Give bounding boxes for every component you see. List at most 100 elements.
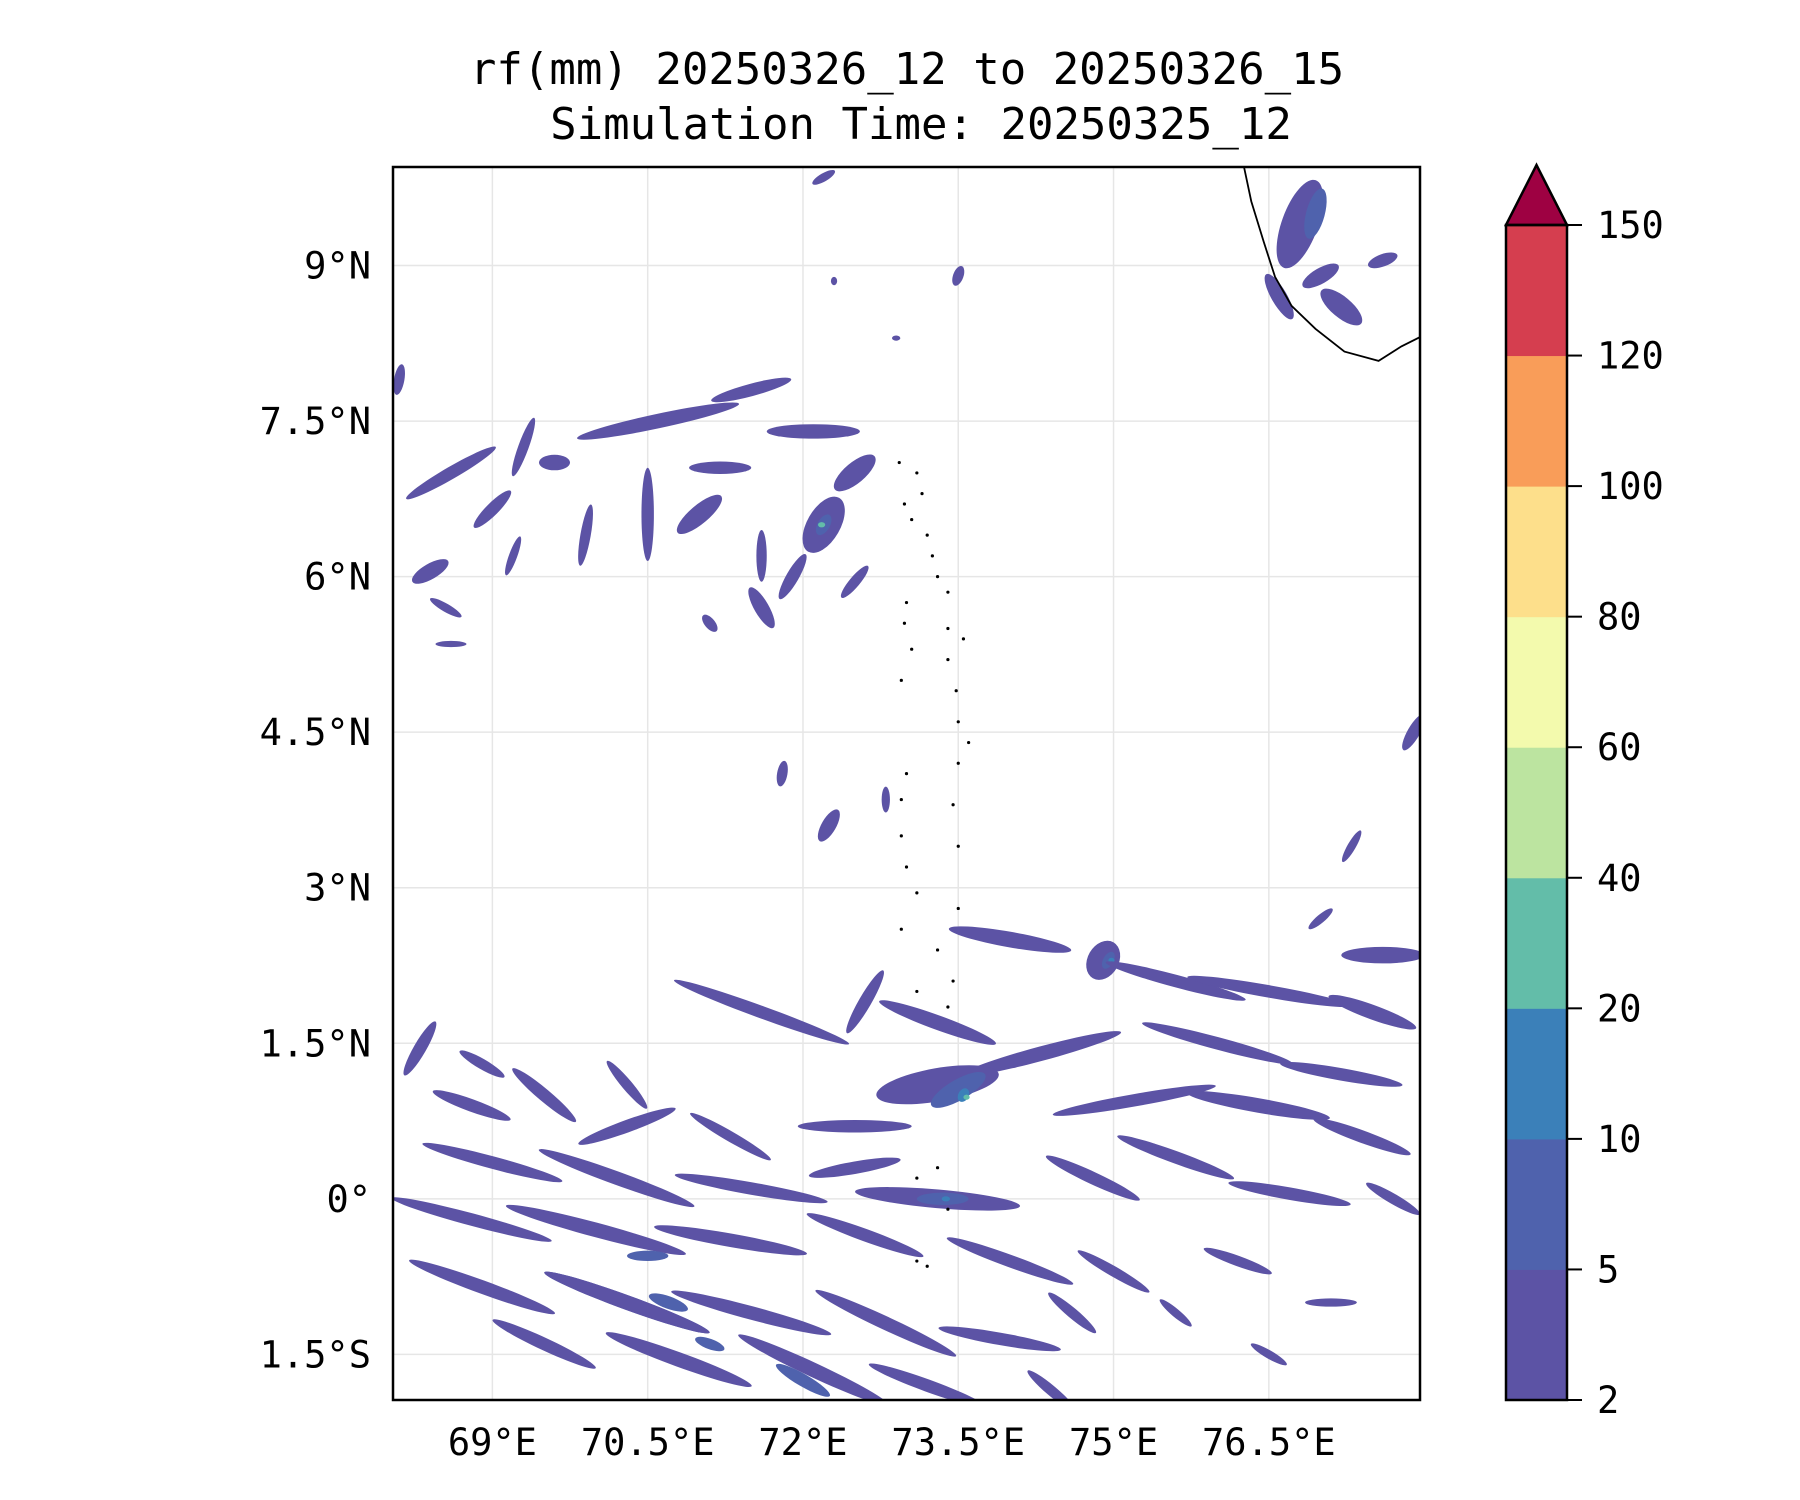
y-tick-label: 3°N <box>304 867 371 910</box>
precip-area <box>1105 961 1246 1001</box>
precip-area <box>459 1050 505 1078</box>
precip-area <box>711 377 792 403</box>
colorbar-tick-label: 60 <box>1597 726 1642 769</box>
colorbar-segment <box>1506 486 1567 618</box>
y-tick-label: 7.5°N <box>260 400 371 443</box>
island-marker <box>946 1207 950 1211</box>
y-tick-label: 9°N <box>304 245 371 288</box>
precip-area <box>778 553 807 600</box>
precip-area <box>1203 1247 1272 1275</box>
island-marker <box>902 502 907 506</box>
precip-area <box>776 760 788 787</box>
colorbar: 2 5 10 20 40 60 80 100 120 150 <box>1503 162 1664 1422</box>
precip-area <box>961 1031 1122 1077</box>
island-marker <box>956 761 960 765</box>
colorbar-tick-label: 10 <box>1597 1118 1642 1161</box>
colorbar-segment <box>1506 1008 1567 1140</box>
island-marker <box>915 1176 919 1180</box>
precip-area <box>775 1363 831 1397</box>
precip-area <box>1250 1343 1287 1366</box>
precip-area <box>1187 1091 1330 1120</box>
precip-area <box>578 504 593 566</box>
precip-area <box>892 335 901 341</box>
island-marker <box>930 554 934 558</box>
precip-area <box>505 536 522 576</box>
precip-area <box>606 1060 648 1109</box>
precip-area <box>673 979 850 1045</box>
precip-area <box>544 1271 710 1334</box>
island-marker <box>897 460 901 465</box>
precip-area <box>756 529 767 582</box>
precip-area <box>846 970 884 1034</box>
precip-area <box>577 402 740 440</box>
precip-area <box>492 1319 596 1369</box>
island-marker <box>967 740 971 745</box>
colorbar-segment <box>1506 355 1567 487</box>
precip-area <box>538 454 571 471</box>
precip-area <box>626 1250 669 1262</box>
precip-area <box>833 454 876 492</box>
precip-area <box>654 1225 807 1256</box>
y-axis: 9°N 7.5°N 6°N 4.5°N 3°N 1.5°N 0° 1.5°S <box>260 245 371 1377</box>
precip-area <box>1077 1250 1150 1293</box>
colorbar-segment <box>1506 225 1567 357</box>
island-marker <box>910 517 914 522</box>
island-marker <box>935 1166 940 1170</box>
island-marker <box>956 720 960 724</box>
precip-area <box>411 559 449 584</box>
island-marker <box>915 471 919 475</box>
colorbar-tick-label: 20 <box>1597 987 1642 1030</box>
precip-area <box>952 265 965 286</box>
precip-area <box>1302 263 1339 289</box>
precip-area <box>648 1293 688 1312</box>
precip-area <box>766 424 860 439</box>
precip-area <box>1048 1292 1097 1334</box>
x-tick-label: 69°E <box>448 1421 537 1464</box>
chart-subtitle: Simulation Time: 20250325_12 <box>550 99 1292 150</box>
precip-area <box>930 1072 986 1108</box>
island-marker <box>904 772 909 776</box>
precip-area <box>538 1149 695 1208</box>
precip-area <box>422 1142 563 1183</box>
precip-area <box>505 1204 686 1256</box>
island-marker <box>899 678 903 682</box>
precip-area <box>868 1363 986 1400</box>
x-axis: 69°E 70.5°E 72°E 73.5°E 75°E 76.5°E <box>448 1421 1336 1464</box>
precip-area <box>1304 188 1327 239</box>
x-tick-label: 75°E <box>1069 1421 1158 1464</box>
y-tick-label: 6°N <box>304 556 371 599</box>
island-marker <box>904 865 909 869</box>
x-tick-label: 76.5°E <box>1202 1421 1336 1464</box>
plot-frame <box>391 165 1422 1402</box>
colorbar-tick-label: 100 <box>1597 465 1664 508</box>
coastline-layer <box>897 167 1420 1268</box>
precip-area <box>963 1094 970 1100</box>
chart-title: rf(mm) 20250326_12 to 20250326_15 <box>470 44 1344 95</box>
colorbar-segment <box>1506 747 1567 879</box>
colorbar-frame <box>1504 223 1569 1402</box>
x-tick-label: 72°E <box>758 1421 847 1464</box>
precip-area <box>1280 1061 1403 1087</box>
precip-area <box>403 1021 437 1076</box>
precip-area <box>1264 273 1294 320</box>
precip-area <box>1045 1155 1140 1201</box>
colorbar-tick-label: 80 <box>1597 596 1642 639</box>
island-marker <box>899 927 903 931</box>
precip-area <box>1052 1084 1216 1116</box>
precip-area <box>797 1120 912 1133</box>
island-marker <box>961 637 966 641</box>
island-marker <box>946 626 950 631</box>
precip-area <box>409 1259 556 1315</box>
precip-area <box>702 614 718 632</box>
island-marker <box>954 689 958 693</box>
island-marker <box>935 575 940 579</box>
colorbar-segment <box>1506 1138 1567 1270</box>
precip-area <box>815 1289 957 1357</box>
precip-area <box>948 926 1072 953</box>
precip-area <box>808 1157 901 1178</box>
precipitation-layer <box>393 169 1420 1400</box>
precip-area <box>941 1196 950 1202</box>
precip-area <box>1341 946 1420 964</box>
